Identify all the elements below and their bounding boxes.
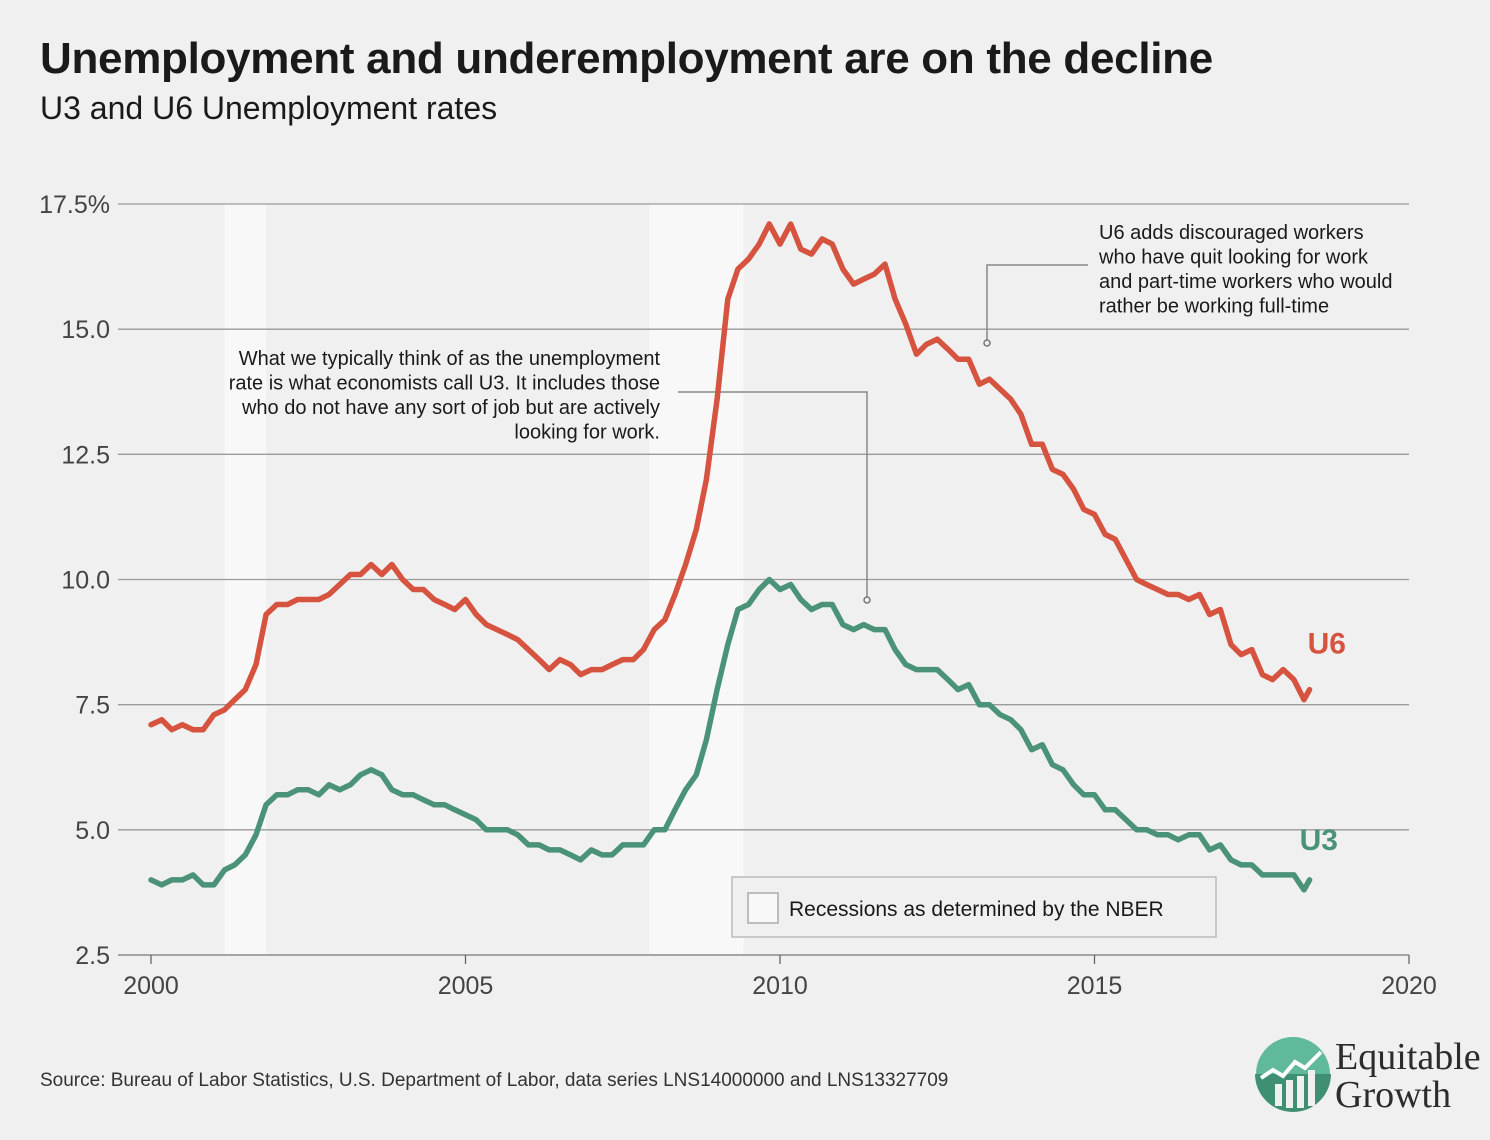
annotation-line: rate is what economists call U3. It incl…	[229, 373, 660, 395]
u3-annotation-text: What we typically think of as the unempl…	[229, 348, 661, 444]
annotation-line: What we typically think of as the unempl…	[239, 348, 661, 370]
series-line-u6	[148, 221, 1313, 733]
y-tick-label: 12.5	[61, 441, 110, 469]
legend-recession-label: Recessions as determined by the NBER	[789, 898, 1164, 921]
series-labels: U6 U3	[1300, 628, 1346, 857]
y-tick-label: 17.5%	[39, 191, 110, 219]
x-tick-label: 2010	[752, 972, 808, 1000]
u6-annotation-text: U6 adds discouraged workers who have quit…	[1098, 222, 1392, 318]
annotations: What we typically think of as the unempl…	[229, 222, 1392, 604]
x-tick-label: 2020	[1381, 972, 1437, 1000]
x-tick-label: 2005	[438, 972, 494, 1000]
y-tick-label: 2.5	[75, 942, 110, 970]
annotation-line: who have quit looking for work	[1098, 247, 1369, 269]
chart-subtitle: U3 and U6 Unemployment rates	[40, 90, 498, 126]
annotation-line: rather be working full-time	[1099, 296, 1329, 318]
annotation-line: and part-time workers who would	[1099, 271, 1392, 293]
logo-line-1: Equitable	[1335, 1036, 1481, 1078]
legend: Recessions as determined by the NBER	[731, 876, 1217, 938]
x-axis-ticks: 2000 2005 2010 2015 2020	[123, 955, 1437, 1000]
series-lines	[148, 221, 1313, 893]
source-note: Source: Bureau of Labor Statistics, U.S.…	[40, 1070, 949, 1091]
annotation-line: looking for work.	[514, 422, 660, 444]
annotation-line: who do not have any sort of job but are …	[241, 397, 660, 419]
y-tick-label: 10.0	[61, 567, 110, 595]
x-tick-label: 2015	[1067, 972, 1123, 1000]
y-tick-label: 5.0	[75, 817, 110, 845]
annotation-line: U6 adds discouraged workers	[1099, 222, 1364, 244]
equitable-growth-logo: Equitable Growth	[1255, 1032, 1485, 1122]
u3-annotation-leader	[678, 391, 868, 598]
u3-annotation-dot	[863, 596, 871, 604]
y-axis-ticks: 17.5% 15.0 12.5 10.0 7.5 5.0 2.5	[39, 191, 110, 970]
series-line-u3	[148, 576, 1313, 893]
logo-wordmark: Equitable Growth	[1335, 1038, 1481, 1114]
growth-chart-icon	[1255, 1037, 1331, 1112]
chart-title: Unemployment and underemployment are on …	[40, 34, 1213, 83]
series-label-u3: U3	[1300, 824, 1338, 857]
series-label-u6: U6	[1308, 628, 1346, 661]
logo-line-2: Growth	[1335, 1074, 1452, 1116]
y-tick-label: 15.0	[61, 316, 110, 344]
gridlines	[118, 203, 1409, 956]
u6-annotation-leader	[986, 264, 1088, 341]
u6-annotation-dot	[983, 339, 991, 347]
y-tick-label: 7.5	[75, 692, 110, 720]
legend-recession-swatch	[747, 892, 779, 924]
legend-box	[731, 876, 1217, 938]
x-tick-label: 2000	[123, 972, 179, 1000]
